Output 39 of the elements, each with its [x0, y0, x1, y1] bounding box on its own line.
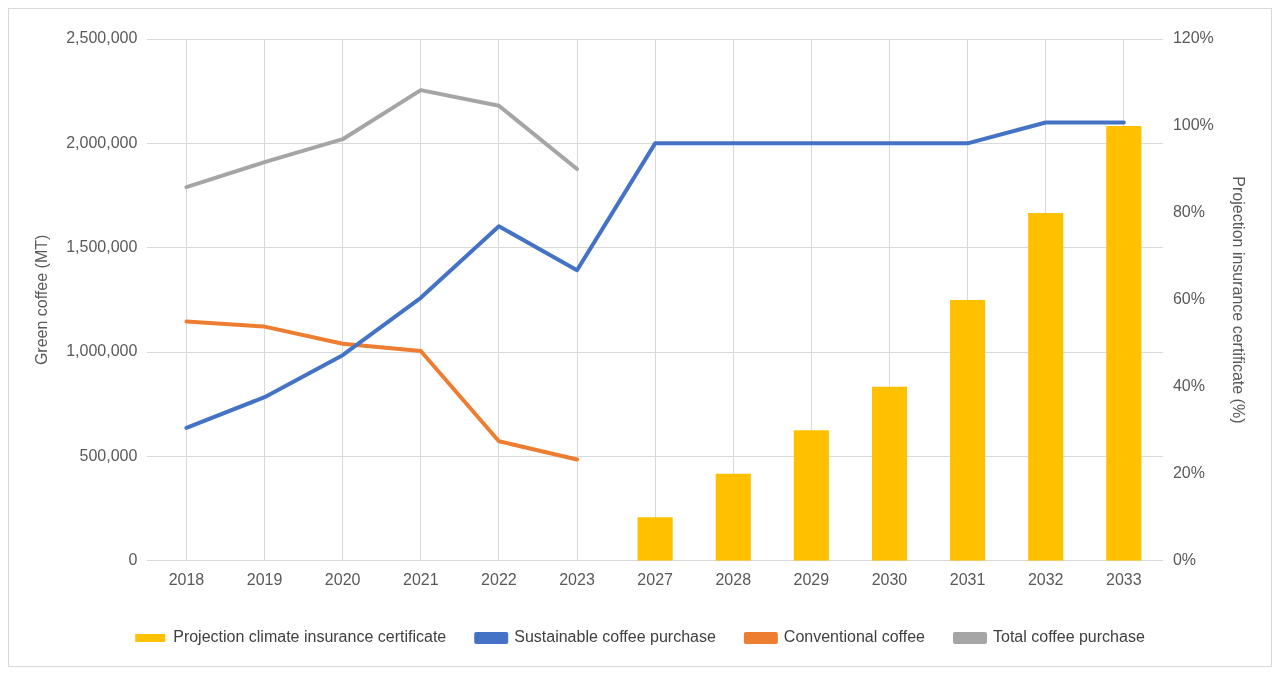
bar: [1106, 125, 1142, 561]
y-tick-label: 1,500,000: [66, 238, 138, 256]
y-axis-title: Green coffee (MT): [33, 234, 51, 366]
x-tick-label: 2032: [1027, 570, 1064, 588]
legend-label: Sustainable coffee purchase: [514, 628, 716, 646]
x-tick-label: 2029: [793, 570, 830, 588]
x-tick-label: 2020: [324, 570, 361, 588]
y2-tick-label: 40%: [1172, 377, 1205, 395]
y-tick-label: 1,000,000: [66, 342, 138, 360]
y-tick-label: 0: [128, 551, 138, 569]
bar: [637, 517, 673, 561]
y2-tick-label: 100%: [1172, 116, 1214, 134]
y2-tick-label: 80%: [1172, 203, 1205, 221]
x-tick-label: 2027: [637, 570, 674, 588]
y-tick-label: 500,000: [79, 446, 138, 464]
x-tick-label: 2030: [871, 570, 908, 588]
x-tick-label: 2018: [168, 570, 205, 588]
bar: [793, 430, 829, 561]
y2-tick-label: 120%: [1172, 29, 1214, 47]
y-tick-label: 2,500,000: [66, 29, 138, 47]
x-tick-label: 2028: [715, 570, 752, 588]
y2-axis-title: Projection insurance certificate (%): [1229, 176, 1247, 424]
x-tick-label: 2023: [559, 570, 595, 588]
x-tick-label: 2033: [1106, 570, 1142, 588]
bar: [715, 473, 751, 561]
legend-label: Total coffee purchase: [992, 628, 1145, 646]
bar: [950, 299, 986, 561]
y2-tick-label: 0%: [1172, 551, 1196, 569]
legend-label: Conventional coffee: [783, 628, 926, 646]
x-tick-label: 2019: [246, 570, 283, 588]
legend-label: Projection climate insurance certificate: [173, 628, 447, 646]
x-tick-label: 2022: [481, 570, 517, 588]
y2-tick-label: 60%: [1172, 290, 1205, 308]
bar: [1028, 212, 1064, 561]
y2-tick-label: 20%: [1172, 464, 1205, 482]
y-tick-label: 2,000,000: [66, 133, 138, 151]
bar: [871, 386, 908, 561]
x-tick-label: 2031: [949, 570, 986, 588]
x-tick-label: 2021: [402, 570, 439, 588]
